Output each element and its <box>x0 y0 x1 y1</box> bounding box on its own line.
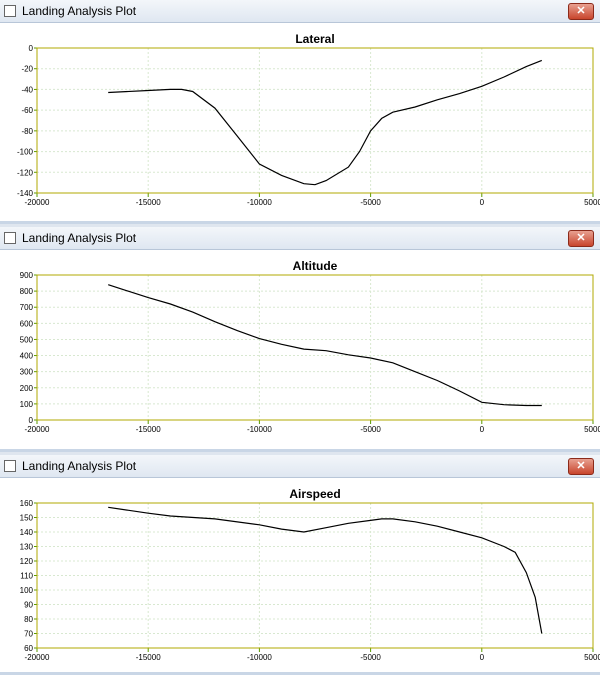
x-tick-label: -20000 <box>25 198 50 207</box>
x-tick-label: -20000 <box>25 425 50 434</box>
y-tick-label: 0 <box>29 44 34 53</box>
y-tick-label: 60 <box>24 644 33 653</box>
y-tick-label: 90 <box>24 601 33 610</box>
window: Landing Analysis Plot ✕ Lateral 0 -20 -40 -60 -… <box>0 0 600 224</box>
plot-frame <box>36 502 594 649</box>
y-tick-label: -80 <box>21 127 33 136</box>
x-tick-label: -15000 <box>136 198 161 207</box>
y-tick-label: -20 <box>21 65 33 74</box>
y-tick-label: 140 <box>20 528 34 537</box>
window-title: Landing Analysis Plot <box>22 4 137 18</box>
y-tick-label: -120 <box>17 168 34 177</box>
plot-frame <box>36 274 594 421</box>
title-bar: Landing Analysis Plot ✕ <box>0 227 600 250</box>
x-tick-label: -20000 <box>25 653 50 662</box>
y-tick-label: 800 <box>20 287 34 296</box>
chart-title: Lateral <box>295 32 334 46</box>
y-tick-label: 400 <box>20 352 34 361</box>
title-bar: Landing Analysis Plot ✕ <box>0 0 600 23</box>
x-tick-label: -15000 <box>136 425 161 434</box>
y-tick-label: 120 <box>20 557 34 566</box>
x-tick-label: -5000 <box>360 653 381 662</box>
y-tick-label: 150 <box>20 514 34 523</box>
chart-title: Airspeed <box>289 487 340 501</box>
y-tick-label: 100 <box>20 400 34 409</box>
data-line <box>108 506 543 634</box>
y-tick-label: 300 <box>20 368 34 377</box>
x-tick-label: -5000 <box>360 425 381 434</box>
x-tick-label: 0 <box>480 653 485 662</box>
y-tick-label: 130 <box>20 543 34 552</box>
y-tick-label: -100 <box>17 148 34 157</box>
x-tick-label: -10000 <box>247 653 272 662</box>
chart: Altitude 0 100 200 300 400 500 600 700 800 900 -200… <box>20 259 600 434</box>
chart-title: Altitude <box>293 259 338 273</box>
y-tick-label: 900 <box>20 271 34 280</box>
window-title: Landing Analysis Plot <box>22 231 137 245</box>
window: Landing Analysis Plot ✕ Airspeed 60 70 80 90 10… <box>0 455 600 675</box>
x-tick-label: -10000 <box>247 425 272 434</box>
x-tick-label: 5000 <box>584 198 600 207</box>
chart: Airspeed 60 70 80 90 100 110 120 130 140 150 160 -20… <box>20 487 600 662</box>
y-tick-label: -140 <box>17 189 34 198</box>
y-tick-label: -60 <box>21 106 33 115</box>
close-button[interactable]: ✕ <box>568 3 594 20</box>
x-tick-label: 0 <box>480 198 485 207</box>
close-button[interactable]: ✕ <box>568 458 594 475</box>
x-tick-label: 5000 <box>584 425 600 434</box>
y-tick-label: 80 <box>24 615 33 624</box>
y-tick-label: 160 <box>20 499 34 508</box>
x-tick-label: 5000 <box>584 653 600 662</box>
x-tick-label: -15000 <box>136 653 161 662</box>
x-tick-label: -10000 <box>247 198 272 207</box>
data-line <box>108 284 542 407</box>
x-tick-label: 0 <box>480 425 485 434</box>
y-tick-label: 200 <box>20 384 34 393</box>
close-button[interactable]: ✕ <box>568 230 594 247</box>
window-title: Landing Analysis Plot <box>22 459 137 473</box>
window-icon <box>4 5 16 17</box>
y-tick-label: 500 <box>20 335 34 344</box>
plot-frame <box>36 47 594 194</box>
window-icon <box>4 232 16 244</box>
window: Landing Analysis Plot ✕ Altitude 0 100 200 300… <box>0 227 600 452</box>
data-line <box>108 59 543 186</box>
y-tick-label: 110 <box>20 572 33 581</box>
y-tick-label: 100 <box>20 586 34 595</box>
chart: Lateral 0 -20 -40 -60 -80 -100 -120 -140-20000 -1… <box>17 32 600 207</box>
x-tick-label: -5000 <box>360 198 381 207</box>
y-tick-label: 700 <box>20 303 34 312</box>
y-tick-label: 0 <box>29 416 34 425</box>
y-tick-label: 70 <box>24 630 33 639</box>
window-icon <box>4 460 16 472</box>
title-bar: Landing Analysis Plot ✕ <box>0 455 600 478</box>
y-tick-label: -40 <box>21 85 33 94</box>
y-tick-label: 600 <box>20 319 34 328</box>
